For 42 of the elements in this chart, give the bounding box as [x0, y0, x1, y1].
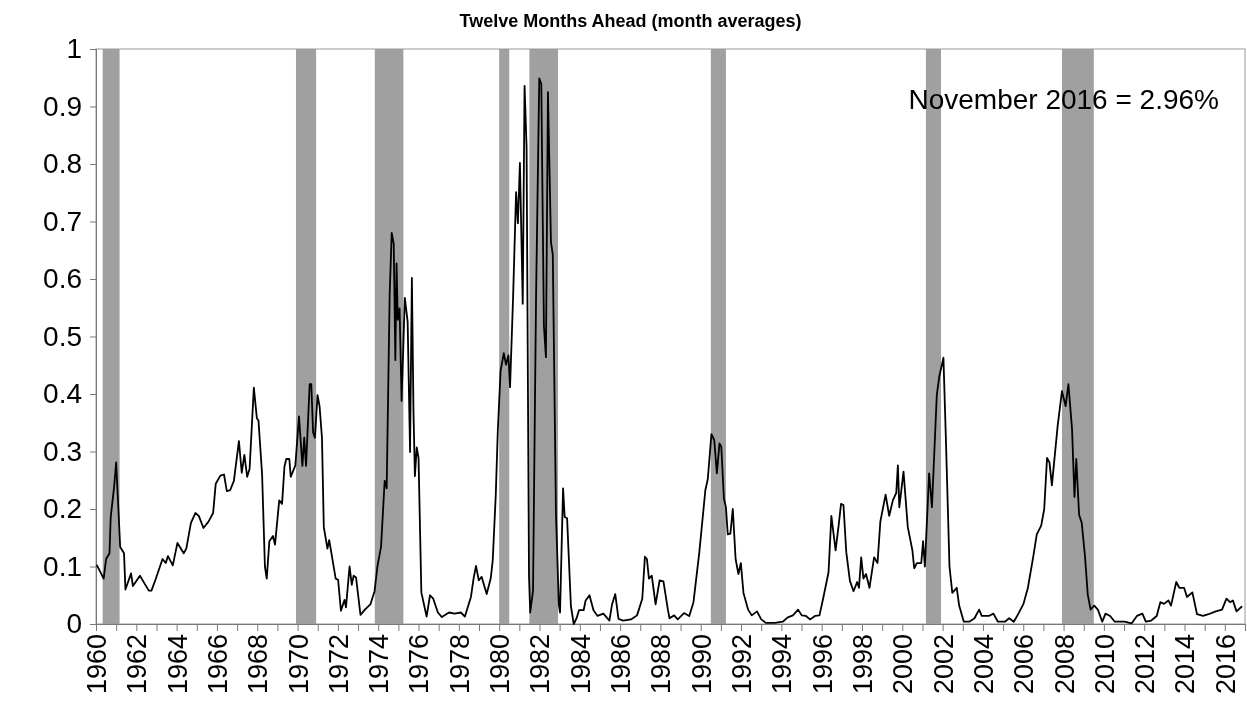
y-tick-label: 1: [66, 33, 82, 65]
line-series: [96, 77, 1243, 625]
x-tick-label: 1970: [283, 634, 314, 695]
y-tick-label: 0.8: [43, 148, 82, 180]
x-tick-label: 1986: [606, 634, 637, 695]
y-tick-label: 0.1: [43, 550, 82, 582]
x-tick-label: 2004: [968, 634, 999, 695]
x-tick-label: 2000: [888, 634, 919, 695]
x-tick-label: 1962: [122, 634, 153, 695]
y-tick-label: 0.6: [43, 263, 82, 295]
x-tick-label: 1982: [525, 634, 556, 695]
x-tick-label: 2012: [1130, 634, 1161, 695]
x-tick-label: 1968: [243, 634, 274, 695]
x-tick-label: 1980: [485, 634, 516, 695]
chart-title: Twelve Months Ahead (month averages): [459, 11, 802, 31]
y-tick-label: 0.4: [43, 378, 82, 410]
x-tick-label: 1994: [767, 634, 798, 695]
x-tick-label: 2010: [1089, 634, 1120, 695]
x-tick-label: 1990: [686, 634, 717, 695]
x-tick-label: 1972: [323, 634, 354, 695]
x-tick-label: 1966: [202, 634, 233, 695]
x-tick-label: 2014: [1170, 634, 1201, 695]
x-tick-label: 2006: [1009, 634, 1040, 695]
x-tick-label: 2008: [1049, 634, 1080, 695]
x-tick-label: 2002: [928, 634, 959, 695]
y-tick-label: 0.2: [43, 493, 82, 525]
x-tick-label: 1988: [646, 634, 677, 695]
y-tick-label: 0: [66, 608, 82, 640]
x-tick-label: 1974: [364, 634, 395, 695]
y-tick-label: 0.9: [43, 90, 82, 122]
y-tick-label: 0.3: [43, 435, 82, 467]
x-tick-label: 1978: [444, 634, 475, 695]
x-tick-label: 1960: [81, 634, 112, 695]
x-tick-label: 1984: [565, 634, 596, 695]
x-tick-label: 2016: [1210, 634, 1241, 695]
x-tick-label: 1996: [807, 634, 838, 695]
y-tick-label: 0.5: [43, 320, 82, 352]
x-tick-label: 1976: [404, 634, 435, 695]
x-tick-label: 1998: [847, 634, 878, 695]
y-tick-label: 0.7: [43, 205, 82, 237]
x-tick-label: 1964: [162, 634, 193, 695]
x-tick-label: 1992: [727, 634, 757, 695]
